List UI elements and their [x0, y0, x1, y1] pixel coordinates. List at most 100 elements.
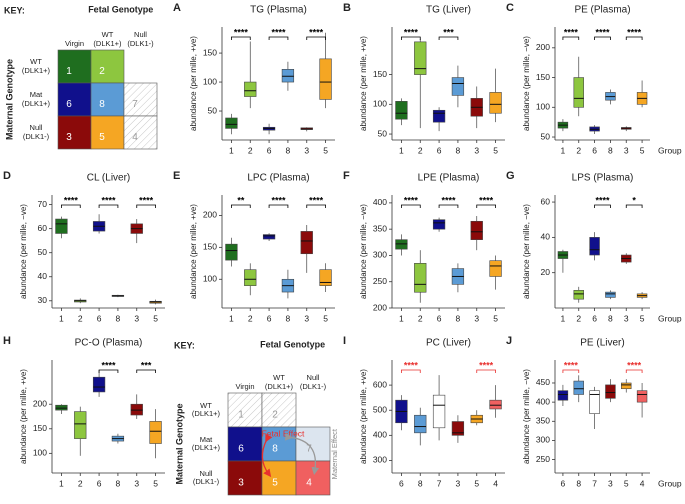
- key-cell-label: 6: [66, 99, 72, 110]
- key-cell: [261, 460, 297, 496]
- panel-label: G: [506, 170, 515, 182]
- y-tick-label: 350: [536, 416, 550, 426]
- panel-title: CL (Liver): [87, 173, 131, 184]
- maternal-effect-arrow: [284, 432, 320, 476]
- key-cell: [90, 82, 125, 117]
- significance-label: ****: [441, 195, 456, 205]
- box: [621, 382, 632, 390]
- significance-label: ****: [627, 360, 642, 370]
- significance-label: ****: [64, 195, 79, 205]
- significance-label: ****: [271, 195, 286, 205]
- x-tick-label: 5: [323, 145, 328, 155]
- key-cell-label: 5: [272, 478, 278, 489]
- panel-label: H: [3, 335, 11, 347]
- x-tick-label: 8: [418, 478, 423, 488]
- x-tick-label: 3: [134, 313, 139, 323]
- y-tick-label: 70: [38, 199, 48, 209]
- key-col-header: Fetal Genotype: [88, 4, 153, 14]
- x-tick-label: 2: [576, 313, 581, 323]
- box: [319, 269, 332, 286]
- x-tick-label: 2: [576, 145, 581, 155]
- key-cell: [90, 115, 125, 150]
- box: [414, 263, 427, 293]
- box: [74, 411, 87, 439]
- significance-bracket: [438, 36, 459, 40]
- x-tick-label: 8: [456, 313, 461, 323]
- x-tick-label: 6: [267, 145, 272, 155]
- box: [605, 384, 616, 399]
- y-tick-label: 100: [203, 274, 217, 284]
- y-axis-label: abundance (per mille, −ve): [522, 204, 531, 299]
- key-cell: [227, 460, 263, 496]
- x-axis-label: Group: [658, 313, 682, 323]
- x-tick-label: 8: [576, 478, 581, 488]
- x-axis-label: Group: [658, 478, 682, 488]
- box: [225, 243, 238, 261]
- key-column-label: Virgin: [64, 38, 85, 48]
- significance-label: ****: [309, 195, 324, 205]
- panel-title: PE (Plasma): [574, 5, 630, 16]
- significance-label: ****: [404, 195, 419, 205]
- key-cell: [57, 115, 92, 150]
- significance-label: ****: [627, 27, 642, 37]
- significance-label: ****: [404, 360, 419, 370]
- x-tick-label: 5: [153, 313, 158, 323]
- x-tick-label: 2: [248, 145, 253, 155]
- box: [414, 414, 427, 434]
- x-tick-label: 3: [608, 478, 613, 488]
- key-column-label: Virgin: [235, 381, 255, 391]
- panel-title: TG (Liver): [426, 5, 471, 16]
- x-tick-label: 4: [640, 478, 645, 488]
- box: [395, 239, 408, 250]
- x-tick-label: 5: [640, 145, 645, 155]
- x-tick-label: 3: [134, 478, 139, 488]
- key-cell-label: 8: [99, 99, 105, 110]
- y-tick-label: 150: [373, 69, 387, 79]
- box: [300, 231, 313, 255]
- y-axis-label: abundance (per mille, +ve): [359, 369, 368, 464]
- y-axis-label: abundance (per mille, +ve): [189, 36, 198, 131]
- y-tick-label: 450: [536, 377, 550, 387]
- key-cell-label: 6: [238, 444, 244, 455]
- significance-bracket: [61, 204, 81, 208]
- key-cell-label: 5: [99, 132, 105, 143]
- box: [489, 92, 502, 114]
- box: [489, 399, 502, 410]
- panel-label: F: [343, 170, 350, 182]
- y-tick-label: 300: [373, 455, 387, 465]
- panel-title: PC (Liver): [426, 338, 471, 349]
- key-cell: [57, 82, 92, 117]
- significance-label: ****: [101, 195, 116, 205]
- x-tick-label: 8: [116, 313, 121, 323]
- key-title: KEY:: [4, 5, 25, 15]
- key-cell: [227, 426, 263, 462]
- panel-label: B: [343, 2, 351, 14]
- key-row-header: Maternal Genotype: [4, 59, 14, 140]
- significance-label: ****: [564, 360, 579, 370]
- significance-label: ****: [479, 360, 494, 370]
- fetal-effect-label: Fetal Effect: [262, 428, 305, 438]
- x-tick-label: 3: [474, 313, 479, 323]
- y-tick-label: 100: [373, 99, 387, 109]
- box: [319, 58, 332, 100]
- x-tick-label: 1: [561, 313, 566, 323]
- x-tick-label: 1: [229, 313, 234, 323]
- key-cell-label: 2: [272, 410, 278, 421]
- y-tick-label: 150: [536, 72, 550, 82]
- x-tick-label: 5: [624, 478, 629, 488]
- y-tick-label: 200: [373, 302, 387, 312]
- box: [432, 394, 446, 429]
- significance-bracket: [625, 369, 643, 373]
- x-tick-label: 1: [59, 313, 64, 323]
- significance-label: ****: [309, 27, 324, 37]
- panel-title: LPE (Plasma): [418, 173, 480, 184]
- y-tick-label: 250: [536, 454, 550, 464]
- significance-label: **: [237, 195, 245, 205]
- x-tick-label: 8: [286, 313, 291, 323]
- key-row-label: Null (DLK1-): [22, 123, 50, 141]
- x-tick-label: 1: [229, 145, 234, 155]
- box: [605, 291, 616, 298]
- y-tick-label: 100: [536, 102, 550, 112]
- y-tick-label: 500: [373, 404, 387, 414]
